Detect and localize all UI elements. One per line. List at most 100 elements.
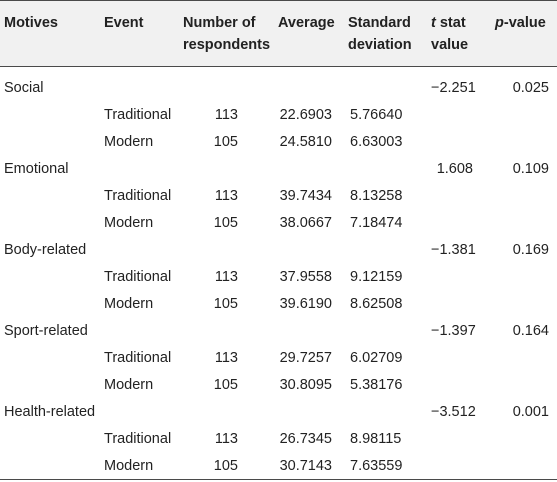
event-name: Modern xyxy=(100,452,179,480)
event-name: Modern xyxy=(104,134,154,150)
header-row: Motives Event Number of respondents Avera… xyxy=(0,0,557,67)
t-empty xyxy=(427,452,491,480)
event-name: Traditional xyxy=(104,188,172,204)
average-value: 37.9558 xyxy=(279,269,332,285)
standard-deviation-value: 5.76640 xyxy=(350,107,403,123)
event-name: Traditional xyxy=(104,350,172,366)
motive-empty xyxy=(0,210,100,237)
event-empty xyxy=(100,318,179,345)
event-name: Modern xyxy=(104,377,154,393)
event-row: Modern 105 39.6190 8.62508 xyxy=(0,291,557,318)
event-empty xyxy=(100,67,179,102)
motive-name: Health-related xyxy=(4,404,96,420)
respondents-count: 113 xyxy=(214,188,238,204)
motive-row: Sport-related −1.397 0.164 xyxy=(0,318,557,345)
t-stat-value: 1.608 xyxy=(436,161,473,177)
motive-row: Body-related −1.381 0.169 xyxy=(0,237,557,264)
respondents-empty xyxy=(179,237,274,264)
p-value: 0.109 xyxy=(512,161,549,177)
respondents-count: 105 xyxy=(213,215,238,231)
t-stat-value: −1.397 xyxy=(431,323,476,339)
p-empty xyxy=(491,426,557,453)
standard-deviation-value: 8.98115 xyxy=(350,431,402,447)
motive-empty xyxy=(0,102,100,129)
p-empty xyxy=(491,183,557,210)
motive-empty xyxy=(0,372,100,399)
sd-empty xyxy=(344,318,427,345)
p-value: 0.001 xyxy=(512,404,549,420)
motive-empty xyxy=(0,183,100,210)
respondents-count: 113 xyxy=(214,269,238,285)
motive-name: Sport-related xyxy=(4,323,88,339)
event-row: Traditional 113 37.9558 9.12159 xyxy=(0,264,557,291)
event-row: Modern 105 38.0667 7.18474 xyxy=(0,210,557,237)
motive-empty xyxy=(0,291,100,318)
standard-deviation-value: 8.62508 xyxy=(350,296,403,312)
motive-row: Social −2.251 0.025 xyxy=(0,67,557,102)
standard-deviation-value: 9.12159 xyxy=(350,269,403,285)
event-row: Traditional 113 26.7345 8.98115 xyxy=(0,426,557,453)
t-empty xyxy=(427,372,491,399)
motive-empty xyxy=(0,452,100,480)
t-empty xyxy=(427,345,491,372)
average-empty xyxy=(274,156,344,183)
p-value: 0.025 xyxy=(512,80,549,97)
header-event: Event xyxy=(100,0,179,67)
p-value: 0.164 xyxy=(512,323,549,339)
event-row: Traditional 113 22.6903 5.76640 xyxy=(0,102,557,129)
respondents-count: 105 xyxy=(213,377,238,393)
t-empty xyxy=(427,129,491,156)
event-row: Modern 105 30.7143 7.63559 xyxy=(0,452,557,480)
sd-empty xyxy=(344,156,427,183)
p-empty xyxy=(491,210,557,237)
p-empty xyxy=(491,452,557,480)
respondents-empty xyxy=(179,399,274,426)
standard-deviation-value: 8.13258 xyxy=(350,188,403,204)
sd-empty xyxy=(344,237,427,264)
respondents-empty xyxy=(179,156,274,183)
sd-empty xyxy=(344,67,427,102)
event-name: Modern xyxy=(104,296,154,312)
event-name: Traditional xyxy=(104,107,172,123)
standard-deviation-value: 6.63003 xyxy=(350,134,403,150)
header-p-value: p-value xyxy=(491,0,557,67)
average-value: 29.7257 xyxy=(279,350,332,366)
event-row: Traditional 113 29.7257 6.02709 xyxy=(0,345,557,372)
respondents-empty xyxy=(179,318,274,345)
p-empty xyxy=(491,264,557,291)
header-standard-deviation: Standard deviation xyxy=(344,0,427,67)
motive-row: Emotional 1.608 0.109 xyxy=(0,156,557,183)
event-empty xyxy=(100,156,179,183)
average-value: 38.0667 xyxy=(279,215,332,231)
t-stat-value: −1.381 xyxy=(431,242,476,258)
header-respondents: Number of respondents xyxy=(179,0,274,67)
header-motives: Motives xyxy=(0,0,100,67)
t-empty xyxy=(427,210,491,237)
respondents-count: 113 xyxy=(214,431,238,447)
respondents-empty xyxy=(179,67,274,102)
average-value: 39.6190 xyxy=(279,296,332,312)
t-stat-value: −3.512 xyxy=(431,404,476,420)
event-name: Modern xyxy=(104,215,154,231)
respondents-count: 105 xyxy=(213,134,238,150)
average-empty xyxy=(274,399,344,426)
average-value: 30.8095 xyxy=(279,377,332,393)
event-row: Traditional 113 39.7434 8.13258 xyxy=(0,183,557,210)
event-row: Modern 105 30.8095 5.38176 xyxy=(0,372,557,399)
event-empty xyxy=(100,237,179,264)
standard-deviation-value: 7.18474 xyxy=(350,215,403,231)
t-stat-value: −2.251 xyxy=(431,80,476,97)
motive-empty xyxy=(0,129,100,156)
standard-deviation-value: 7.63559 xyxy=(344,452,427,480)
t-empty xyxy=(427,426,491,453)
t-empty xyxy=(427,264,491,291)
event-row: Modern 105 24.5810 6.63003 xyxy=(0,129,557,156)
respondents-count: 105 xyxy=(179,452,274,480)
average-empty xyxy=(274,318,344,345)
t-empty xyxy=(427,183,491,210)
standard-deviation-value: 6.02709 xyxy=(350,350,403,366)
average-empty xyxy=(274,67,344,102)
motive-empty xyxy=(0,426,100,453)
p-empty xyxy=(491,372,557,399)
